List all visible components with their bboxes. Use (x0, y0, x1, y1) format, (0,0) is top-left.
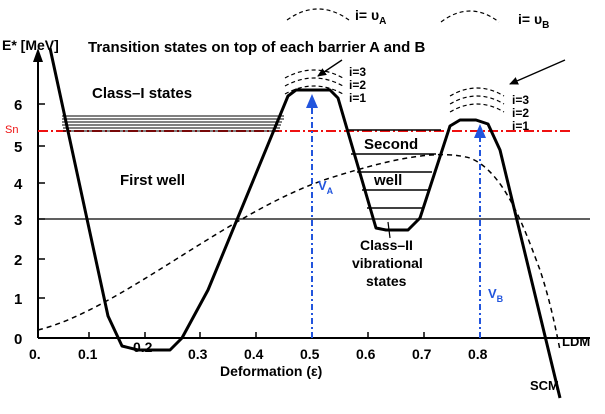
barrier-b-level-2: i=2 (512, 106, 529, 120)
y-axis-arrowhead (33, 48, 43, 62)
barrier-b-top-label: i= υB (518, 11, 549, 31)
ldm-label: LDM (562, 334, 590, 349)
barrier-a-level-1: i=1 (349, 91, 366, 105)
scm-potential-curve (48, 47, 562, 399)
barrier-b-transition-arcs (440, 10, 505, 113)
va-arrowhead (306, 94, 318, 108)
class2-label-line3: states (366, 273, 407, 289)
second-well-label-top: Second (364, 136, 418, 153)
y-tick-label-4: 4 (14, 176, 23, 193)
x-tick-label-1: 0.1 (78, 346, 98, 362)
x-tick-label-2: 0.2 (133, 339, 153, 355)
x-axis-title: Deformation (ε) (220, 363, 322, 379)
barrier-a-transition-arcs (284, 8, 350, 95)
x-tick-label-8: 0.8 (468, 346, 488, 362)
y-tick-label-3: 3 (14, 212, 22, 229)
x-tick-label-4: 0.4 (244, 346, 264, 362)
barrier-b-level-1: i=1 (512, 119, 529, 133)
ldm-curve (37, 153, 561, 351)
class1-label: Class–I states (92, 85, 192, 102)
transition-title: Transition states on top of each barrier… (88, 39, 425, 56)
x-tick-label-6: 0.6 (356, 346, 376, 362)
x-tick-label-7: 0.7 (412, 346, 432, 362)
barrier-a-level-3: i=3 (349, 65, 366, 79)
va-label: VA (318, 178, 334, 196)
y-tick-label-0: 0 (14, 331, 22, 348)
barrier-a-top-label: i= υA (355, 7, 386, 27)
vb-arrowhead (474, 124, 486, 138)
y-tick-label-1: 1 (14, 291, 22, 308)
x-tick-label-0: 0. (29, 346, 41, 362)
first-well-label: First well (120, 172, 185, 189)
vb-label: VB (488, 286, 504, 304)
y-axis-title: E* [MeV] (2, 37, 59, 53)
sn-label: Sn (5, 124, 18, 136)
second-well-label-bottom: well (373, 172, 402, 189)
class1-state-lines (62, 115, 284, 132)
class2-state-lines (348, 129, 441, 209)
y-tick-label-5: 5 (14, 139, 22, 156)
class2-label-line2: vibrational (352, 255, 423, 271)
barrier-a-level-2: i=2 (349, 78, 366, 92)
class2-pointer (387, 221, 391, 239)
arrow-to-barrier-a (317, 59, 343, 77)
x-tick-label-3: 0.3 (188, 346, 208, 362)
y-tick-label-6: 6 (14, 97, 22, 114)
y-ticks (38, 103, 45, 339)
scm-label: SCM (530, 378, 559, 393)
x-tick-label-5: 0.5 (300, 346, 320, 362)
class2-label-line1: Class–II (360, 237, 413, 253)
y-tick-label-2: 2 (14, 252, 22, 269)
barrier-b-level-3: i=3 (512, 93, 529, 107)
arrow-to-barrier-b (509, 59, 566, 85)
